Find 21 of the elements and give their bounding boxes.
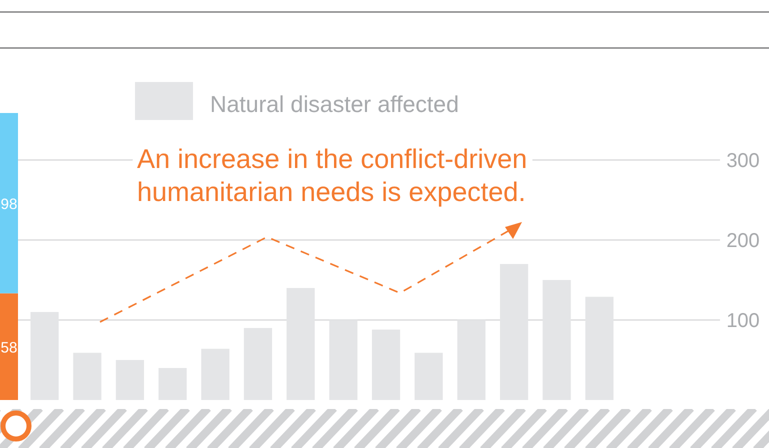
bar bbox=[158, 368, 187, 400]
bar bbox=[286, 288, 315, 400]
bar bbox=[414, 352, 443, 400]
y-tick-label: 100 bbox=[726, 310, 760, 332]
data-label: 98 bbox=[0, 196, 18, 214]
y-tick-label: 300 bbox=[726, 150, 760, 172]
data-label: 58 bbox=[0, 340, 18, 357]
bar bbox=[201, 348, 230, 400]
bar bbox=[372, 330, 400, 400]
legend-label: Natural disaster affected bbox=[210, 91, 459, 117]
bar bbox=[329, 320, 358, 400]
bar bbox=[585, 296, 614, 400]
bar bbox=[116, 360, 144, 400]
bar bbox=[73, 352, 102, 400]
annotation: An increase in the conflict-driven humanitarian needs is expected. bbox=[137, 144, 528, 207]
bar bbox=[244, 328, 272, 400]
bar bbox=[30, 312, 59, 400]
y-tick-label: 200 bbox=[726, 230, 760, 252]
bar bbox=[500, 264, 528, 400]
bar bbox=[542, 280, 571, 400]
bar bbox=[457, 320, 486, 400]
